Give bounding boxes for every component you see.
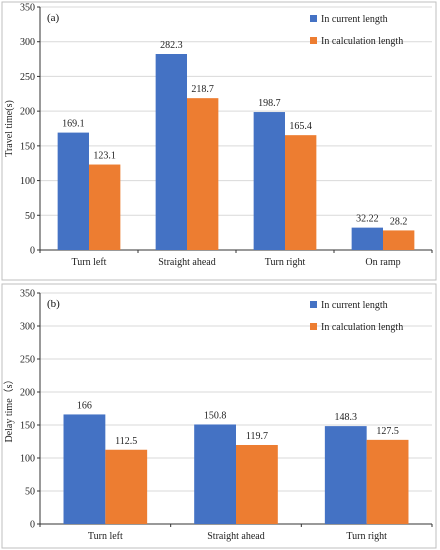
bar-current-on-ramp xyxy=(351,227,383,250)
y-axis-label: Travel time(s) xyxy=(4,100,15,157)
y-tick-label: 200 xyxy=(20,388,35,399)
bar-current-straight-ahead xyxy=(194,424,236,524)
y-tick-label: 100 xyxy=(20,454,35,465)
y-tick-label: 350 xyxy=(20,289,35,300)
y-tick-label: 0 xyxy=(30,246,35,257)
data-label: 169.1 xyxy=(62,119,85,130)
y-tick-label: 250 xyxy=(20,72,35,83)
y-tick-label: 250 xyxy=(20,355,35,366)
bar-calculation-on-ramp xyxy=(383,230,415,250)
panel-frame xyxy=(1,1,437,281)
legend-swatch xyxy=(310,301,317,308)
bar-current-turn-right xyxy=(253,112,285,250)
chart-panel-a: 0 50 100 150 200 250 300 350 Travel time(s) 169.1… xyxy=(1,1,437,281)
panel-label: (a) xyxy=(47,12,60,24)
legend-entry: In calculation length xyxy=(321,36,403,47)
data-label: 282.3 xyxy=(160,40,183,51)
data-label: 166 xyxy=(77,400,92,411)
data-label: 165.4 xyxy=(289,121,312,132)
x-tick-label: Turn left xyxy=(72,257,107,268)
legend-swatch xyxy=(310,37,317,44)
bar-current-turn-right xyxy=(324,426,367,524)
y-tick-label: 50 xyxy=(25,211,35,222)
data-label: 28.2 xyxy=(390,216,408,227)
data-label: 198.7 xyxy=(258,98,281,109)
data-label: 150.8 xyxy=(204,410,227,421)
bar-calculation-turn-left xyxy=(105,449,148,524)
y-tick-label: 50 xyxy=(25,487,35,498)
y-tick-label: 150 xyxy=(20,141,35,152)
data-label: 218.7 xyxy=(191,84,214,95)
data-label: 32.22 xyxy=(356,214,379,225)
legend-entry: In current length xyxy=(321,14,388,25)
panel-label: (b) xyxy=(47,298,60,310)
y-tick-label: 100 xyxy=(20,176,35,187)
x-tick-label: Straight ahead xyxy=(158,257,215,268)
data-label: 112.5 xyxy=(115,436,137,447)
x-tick-label: Turn right xyxy=(346,531,387,542)
y-tick-label: 350 xyxy=(20,3,35,14)
y-tick-label: 200 xyxy=(20,107,35,118)
bar-current-straight-ahead xyxy=(155,54,187,250)
chart-panel-b: 0 50 100 150 200 250 300 350 Delay time（s） 166 112… xyxy=(1,283,437,549)
panel-frame xyxy=(1,283,437,549)
bar-current-turn-left xyxy=(63,414,106,524)
y-tick-label: 300 xyxy=(20,37,35,48)
legend-entry: In current length xyxy=(321,300,388,311)
data-label: 123.1 xyxy=(93,151,116,162)
legend-entry: In calculation length xyxy=(321,322,403,333)
x-tick-label: Turn right xyxy=(265,257,306,268)
y-tick-label: 0 xyxy=(30,520,35,531)
bar-calculation-straight-ahead xyxy=(187,98,219,250)
data-label: 148.3 xyxy=(335,412,358,423)
y-tick-label: 150 xyxy=(20,421,35,432)
legend-swatch xyxy=(310,15,317,22)
bar-calculation-turn-right xyxy=(366,439,409,524)
x-tick-label: Turn left xyxy=(88,531,123,542)
x-tick-label: Straight ahead xyxy=(207,531,264,542)
bar-calculation-turn-left xyxy=(89,164,121,250)
bar-calculation-turn-right xyxy=(285,135,317,250)
data-label: 119.7 xyxy=(246,431,268,442)
x-tick-label: On ramp xyxy=(365,257,400,268)
bar-calculation-straight-ahead xyxy=(236,444,278,524)
y-axis-label: Delay time（s） xyxy=(3,374,15,442)
bar-current-turn-left xyxy=(57,132,89,250)
data-label: 127.5 xyxy=(376,426,399,437)
y-tick-label: 300 xyxy=(20,322,35,333)
legend-swatch xyxy=(310,323,317,330)
